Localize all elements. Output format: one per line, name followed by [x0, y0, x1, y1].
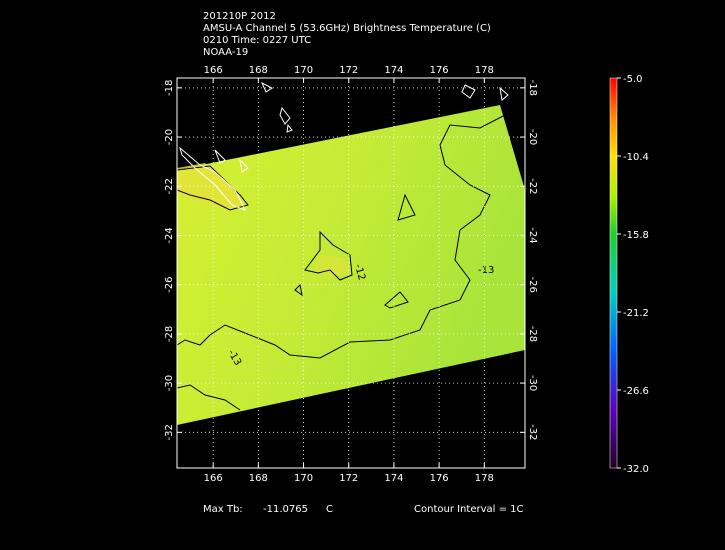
- y-tick-label: -28: [164, 326, 175, 342]
- colorbar-tick-label: -21.2: [623, 308, 649, 319]
- y-tick-label: -26: [164, 277, 175, 293]
- x-tick-label: 168: [249, 65, 268, 76]
- y-tick-label: -24: [527, 227, 538, 243]
- map-frame: [176, 77, 526, 469]
- swath: [177, 81, 525, 425]
- colorbar-tick-label: -10.4: [623, 152, 649, 163]
- colorbar-tick-label: -5.0: [623, 74, 643, 85]
- header: 201210P 2012 AMSU-A Channel 5 (53.6GHz) …: [203, 11, 491, 58]
- y-tick-label: -32: [164, 424, 175, 440]
- x-tick-label: 174: [384, 473, 403, 484]
- y-tick-label: -30: [164, 375, 175, 391]
- header-line: NOAA-19: [203, 47, 248, 58]
- colorbar-tick-label: -32.0: [623, 464, 649, 475]
- y-tick-label: -22: [527, 178, 538, 194]
- x-tick-label: 172: [339, 473, 358, 484]
- colorbar: [609, 77, 618, 469]
- contour-interval: Contour Interval = 1C: [414, 504, 524, 515]
- contour-label: -13: [478, 265, 494, 276]
- y-tick-label: -20: [164, 129, 175, 145]
- y-tick-label: -30: [527, 375, 538, 391]
- x-tick-label: 166: [204, 65, 223, 76]
- max-unit: C: [326, 504, 333, 515]
- x-tick-label: 174: [384, 65, 403, 76]
- x-tick-label: 178: [475, 473, 494, 484]
- coastlines: [179, 81, 509, 211]
- colorbar-tick-label: -15.8: [623, 230, 649, 241]
- header-line: 0210 Time: 0227 UTC: [203, 35, 311, 46]
- contour-label: -12: [352, 263, 367, 282]
- y-tick-label: -20: [527, 129, 538, 145]
- x-tick-label: 166: [204, 473, 223, 484]
- y-tick-label: -32: [527, 424, 538, 440]
- x-tick-label: 168: [249, 473, 268, 484]
- x-tick-label: 170: [294, 473, 313, 484]
- y-tick-label: -24: [164, 227, 175, 243]
- y-tick-label: -18: [527, 80, 538, 96]
- x-tick-label: 178: [475, 65, 494, 76]
- y-tick-label: -18: [164, 80, 175, 96]
- x-tick-label: 170: [294, 65, 313, 76]
- x-tick-label: 176: [430, 473, 449, 484]
- y-tick-label: -28: [527, 326, 538, 342]
- footer: Max Tb: -11.0765 C Contour Interval = 1C: [203, 504, 524, 515]
- y-tick-label: -22: [164, 178, 175, 194]
- header-line: 201210P 2012: [203, 11, 276, 22]
- max-label: Max Tb:: [203, 504, 243, 515]
- colorbar-tick-label: -26.6: [623, 386, 649, 397]
- max-value: -11.0765: [263, 504, 308, 515]
- warm-area: [177, 163, 245, 210]
- y-tick-label: -26: [527, 277, 538, 293]
- x-tick-label: 176: [430, 65, 449, 76]
- x-tick-label: 172: [339, 65, 358, 76]
- header-line: AMSU-A Channel 5 (53.6GHz) Brightness Te…: [203, 23, 491, 34]
